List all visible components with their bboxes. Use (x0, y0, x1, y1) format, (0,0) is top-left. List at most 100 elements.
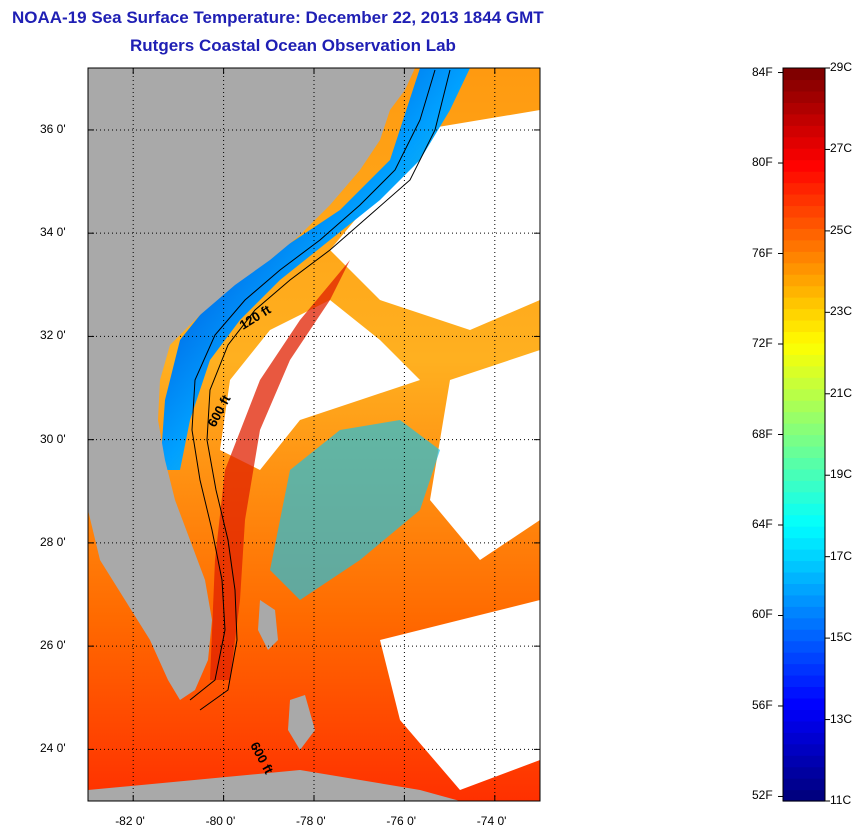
fahrenheit-tick-label: 80F (752, 155, 773, 170)
colorbar-band (783, 686, 825, 699)
celsius-tick-label: 23C (830, 304, 853, 319)
colorbar-ticks (778, 67, 830, 802)
colorbar-band (783, 629, 825, 642)
colorbar-band (783, 102, 825, 115)
colorbar-band (783, 423, 825, 436)
cloud-area-central (220, 300, 420, 470)
latitude-tick-label: 32 0' (40, 328, 66, 343)
colorbar-band (783, 526, 825, 539)
fahrenheit-tick-label: 60F (752, 607, 773, 622)
colorbar-band (783, 549, 825, 562)
celsius-tick-label: 11C (830, 793, 852, 807)
colorbar-band (783, 789, 825, 802)
colorbar-band (783, 675, 825, 688)
colorbar-band (783, 411, 825, 424)
colorbar-band (783, 697, 825, 710)
colorbar-band (783, 319, 825, 333)
colorbar-band (783, 514, 825, 527)
colorbar-band (783, 216, 825, 229)
colorbar-bands (783, 68, 825, 802)
map-title: NOAA-19 Sea Surface Temperature: Decembe… (12, 8, 544, 27)
fahrenheit-tick-label: 72F (752, 336, 773, 350)
colorbar-band (783, 377, 825, 390)
fahrenheit-tick-label: 64F (752, 516, 773, 531)
colorbar-band (783, 171, 825, 184)
colorbar-band (783, 560, 825, 573)
cloud-area-east (430, 350, 540, 560)
latitude-tick-label: 36 0' (40, 121, 66, 136)
land-bahamas (258, 600, 278, 650)
colorbar-band (783, 90, 825, 103)
colorbar-band (783, 400, 825, 413)
colorbar-band (783, 755, 825, 768)
latitude-tick-label: 26 0' (40, 638, 66, 653)
latitude-tick-label: 34 0' (40, 225, 66, 240)
colorbar-band (783, 113, 825, 126)
colorbar-band (783, 732, 825, 745)
colorbar-band (783, 365, 825, 378)
sst-map: 120 ft 600 ft 600 ft (87, 67, 541, 802)
colorbar-band (783, 434, 825, 447)
colorbar-band (783, 251, 825, 264)
colorbar-band (783, 617, 825, 630)
colorbar-band (783, 297, 825, 310)
colorbar-band (783, 445, 825, 459)
colorbar-band (783, 125, 825, 138)
colorbar-band (783, 285, 825, 298)
latitude-tick-label: 28 0' (40, 534, 66, 549)
gulf-stream-band (210, 260, 350, 680)
colorbar-frame (782, 67, 826, 802)
fahrenheit-tick-label: 68F (752, 426, 773, 441)
colorbar-band (783, 308, 825, 321)
longitude-tick-label: -82 0' (115, 814, 145, 828)
celsius-tick-label: 13C (830, 711, 853, 726)
colorbar-band (783, 720, 825, 733)
coastal-cool-water (160, 68, 470, 470)
colorbar-band (783, 182, 825, 195)
colorbar-band (783, 228, 825, 241)
colorbar-band (783, 136, 825, 149)
colorbar-band (783, 480, 825, 493)
longitude-tick-label: -76 0' (386, 814, 417, 828)
map-subtitle: Rutgers Coastal Ocean Observation Lab (130, 36, 456, 55)
colorbar-band (783, 766, 825, 779)
colorbar-band (783, 193, 825, 207)
colorbar-band (783, 68, 825, 81)
land-southeast-us (88, 68, 415, 700)
colorbar-band (783, 640, 825, 653)
colorbar-band (783, 583, 825, 596)
celsius-tick-label: 15C (830, 630, 853, 645)
colorbar-band (783, 79, 825, 92)
latitude-tick-label: 30 0' (40, 431, 66, 446)
colorbar-band (783, 743, 825, 756)
colorbar-band (783, 778, 825, 791)
cloud-area-south (380, 600, 540, 790)
fahrenheit-tick-label: 52F (752, 788, 773, 803)
longitude-tick-label: -74 0' (476, 814, 507, 828)
colorbar-band (783, 342, 825, 355)
longitude-tick-label: -80 0' (205, 814, 236, 828)
celsius-tick-label: 29C (830, 60, 853, 74)
axis-ticks (88, 68, 540, 801)
fahrenheit-tick-label: 56F (752, 697, 773, 712)
fahrenheit-tick-label: 76F (752, 245, 773, 260)
celsius-tick-label: 17C (830, 548, 853, 563)
colorbar-band (783, 274, 825, 287)
longitude-tick-label: -78 0' (296, 814, 326, 828)
colorbar-band (783, 652, 825, 665)
colorbar-band (783, 205, 825, 218)
colorbar-band (783, 331, 825, 344)
celsius-tick-label: 27C (830, 141, 853, 156)
colorbar-band (783, 354, 825, 367)
colorbar-band (783, 239, 825, 252)
colorbar-band (783, 709, 825, 722)
celsius-tick-label: 25C (830, 222, 853, 237)
colorbar-band (783, 148, 825, 161)
colorbar-band (783, 606, 825, 619)
colorbar-band (783, 388, 825, 401)
land-cuba (88, 770, 460, 801)
cloud-area-north (330, 110, 540, 330)
colorbar-band (783, 468, 825, 481)
contour-600ft (199, 69, 451, 711)
colorbar-band (783, 571, 825, 584)
